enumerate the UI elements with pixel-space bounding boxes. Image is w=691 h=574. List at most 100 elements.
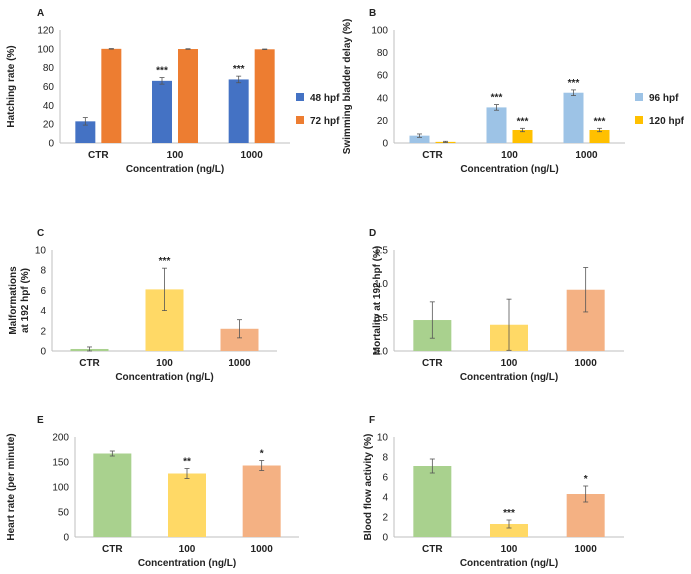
y-tick-label: 100 [52, 483, 69, 494]
y-tick-label: 60 [43, 82, 55, 93]
y-tick-label: 100 [371, 26, 388, 37]
y-tick-label: 60 [377, 71, 389, 82]
chart-panel-c: C 0 2 4 6 8 10 Malformations at 192 hpf (%) Conce… [8, 228, 277, 383]
y-tick-label: 20 [377, 116, 389, 127]
x-axis-label: Concentration (ng/L) [115, 372, 213, 383]
bar [168, 473, 206, 537]
y-axis-label: at 192 hpf (%) [20, 268, 31, 333]
bar [152, 80, 172, 143]
y-tick-label: 40 [377, 93, 389, 104]
panel-letter: C [37, 228, 44, 239]
significance-label: *** [594, 116, 606, 127]
significance-label: *** [568, 78, 580, 89]
bar [75, 121, 96, 143]
legend-swatch [635, 116, 643, 124]
bar [220, 328, 259, 351]
y-tick-label: 200 [52, 433, 69, 444]
y-tick-label: 100 [37, 44, 54, 55]
legend-swatch [296, 116, 304, 124]
x-tick-label: 100 [501, 358, 518, 369]
y-axis-label: Hatching rate (%) [6, 45, 17, 127]
x-tick-label: 100 [501, 150, 518, 161]
y-tick-label: 50 [58, 508, 70, 519]
y-tick-label: 6 [40, 286, 46, 297]
x-axis-label: Concentration (ng/L) [460, 558, 558, 569]
x-tick-label: CTR [79, 358, 100, 369]
bar [409, 135, 430, 143]
panel-letter: D [369, 228, 376, 239]
panel-letter: B [369, 8, 376, 19]
y-axis-label: Heart rate (per minute) [6, 433, 17, 540]
bar [512, 130, 533, 143]
y-tick-label: 120 [37, 26, 54, 37]
x-tick-label: CTR [88, 150, 109, 161]
y-tick-label: 0.5 [374, 313, 388, 324]
x-tick-label: 1000 [575, 358, 598, 369]
significance-label: * [584, 474, 588, 485]
y-tick-label: 10 [35, 246, 47, 257]
y-tick-label: 0 [40, 347, 46, 358]
significance-label: *** [159, 256, 171, 267]
y-tick-label: 20 [43, 120, 55, 131]
panel-letter: E [37, 415, 44, 426]
significance-label: *** [491, 93, 503, 104]
y-axis-label: Swimming bladder delay (%) [342, 19, 353, 155]
bar [93, 453, 132, 537]
x-tick-label: 1000 [575, 544, 598, 555]
y-tick-label: 80 [377, 48, 389, 59]
y-tick-label: 40 [43, 101, 55, 112]
y-tick-label: 0.0 [374, 347, 388, 358]
x-tick-label: CTR [102, 544, 123, 555]
legend-swatch [635, 93, 643, 101]
x-tick-label: 100 [501, 544, 518, 555]
legend-swatch [296, 93, 304, 101]
y-tick-label: 80 [43, 63, 55, 74]
x-tick-label: CTR [422, 544, 443, 555]
x-axis-label: Concentration (ng/L) [138, 558, 236, 569]
significance-label: *** [233, 64, 245, 75]
y-tick-label: 10 [377, 433, 389, 444]
y-tick-label: 4 [40, 306, 46, 317]
y-tick-label: 2 [40, 326, 46, 337]
y-axis-label: Malformations [8, 266, 19, 335]
x-tick-label: CTR [422, 358, 443, 369]
legend-entry: 96 hpf [649, 93, 679, 104]
bar [228, 79, 249, 143]
y-axis-label: Mortality at 192 hpf (%) [372, 246, 383, 355]
bar [486, 107, 507, 143]
bar [563, 92, 584, 143]
chart-panel-e: E 0 50 100 150 200 Heart rate (per minute) Conc… [6, 415, 299, 569]
panel-letter: F [369, 415, 375, 426]
significance-label: *** [517, 116, 529, 127]
significance-label: *** [156, 66, 168, 77]
bar [413, 466, 452, 537]
chart-panel-a: A 0 20 40 60 80 100 120 Hatching rate (%) Concent… [6, 8, 340, 175]
x-tick-label: CTR [422, 150, 443, 161]
x-axis-label: Concentration (ng/L) [126, 164, 224, 175]
x-tick-label: 1000 [251, 544, 274, 555]
y-tick-label: 2 [382, 513, 388, 524]
bar [254, 49, 275, 143]
y-tick-label: 6 [382, 473, 388, 484]
legend-entry: 72 hpf [310, 116, 340, 127]
y-tick-label: 0 [382, 139, 388, 150]
x-tick-label: 1000 [228, 358, 251, 369]
panel-letter: A [37, 8, 44, 19]
y-tick-label: 8 [382, 453, 388, 464]
legend-entry: 48 hpf [310, 93, 340, 104]
y-tick-label: 0 [48, 139, 54, 150]
y-tick-label: 0 [63, 533, 69, 544]
bar [178, 49, 198, 143]
x-tick-label: 1000 [575, 150, 598, 161]
y-tick-label: 150 [52, 458, 69, 469]
y-tick-label: 4 [382, 493, 388, 504]
significance-label: ** [183, 457, 191, 468]
x-tick-label: 100 [156, 358, 173, 369]
significance-label: *** [503, 508, 515, 519]
bar [589, 130, 610, 143]
y-tick-label: 0 [382, 533, 388, 544]
chart-panel-b: B 0 20 40 60 80 100 Swimming bladder delay (%) C… [342, 8, 685, 175]
